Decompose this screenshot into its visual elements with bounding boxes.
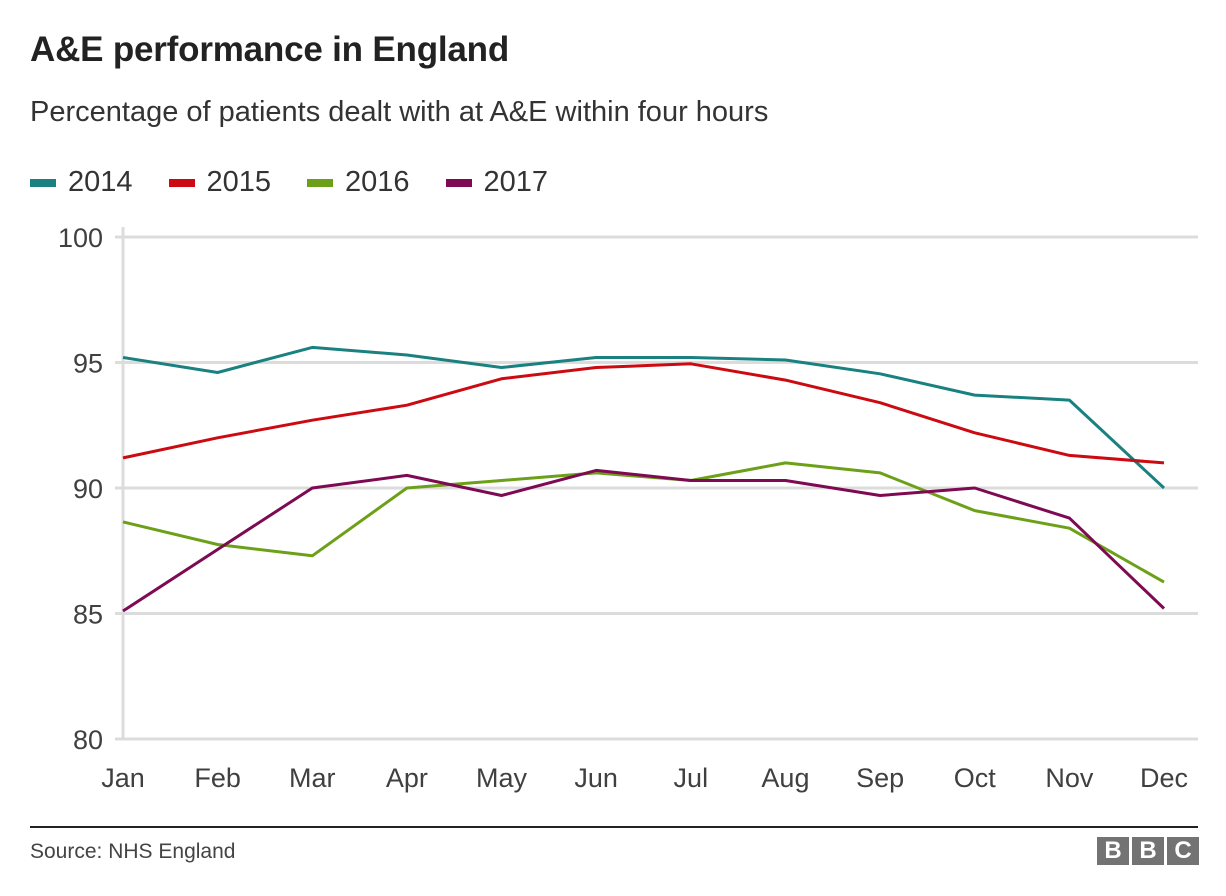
- legend: 2014 2015 2016 2017: [30, 166, 584, 199]
- data-point-2014-Feb: [216, 371, 219, 374]
- data-point-2015-Nov: [1068, 454, 1071, 457]
- y-tick-label: 100: [58, 223, 103, 253]
- legend-label-2015: 2015: [206, 166, 272, 198]
- legend-swatch-2015: [168, 178, 195, 187]
- data-point-2016-Feb: [216, 543, 219, 546]
- data-point-2014-Apr: [405, 353, 408, 356]
- data-point-2014-Sep: [879, 372, 882, 375]
- legend-label-2016: 2016: [345, 166, 410, 198]
- data-point-2014-Aug: [784, 358, 787, 361]
- data-point-2017-Jul: [689, 479, 692, 482]
- data-point-2014-Dec: [1163, 487, 1166, 490]
- legend-swatch-2014: [30, 178, 56, 187]
- data-point-2014-Nov: [1068, 399, 1071, 402]
- x-tick-label: Jun: [574, 763, 618, 793]
- x-tick-label: Sep: [856, 763, 904, 793]
- data-point-2015-Dec: [1163, 461, 1166, 464]
- data-point-2017-May: [500, 494, 503, 497]
- data-point-2017-Jun: [595, 469, 598, 472]
- bbc-logo-letter: C: [1167, 837, 1199, 865]
- data-point-2017-Jan: [122, 609, 125, 612]
- data-point-2015-Aug: [784, 379, 787, 382]
- x-tick-label: May: [476, 763, 528, 793]
- x-tick-label: Nov: [1045, 763, 1094, 793]
- data-point-2015-Jun: [595, 366, 598, 369]
- legend-item-2016: 2016: [307, 166, 410, 199]
- data-point-2016-Oct: [973, 509, 976, 512]
- bbc-logo-letter: B: [1097, 837, 1129, 865]
- legend-label-2017: 2017: [483, 166, 549, 198]
- data-point-2015-May: [500, 377, 503, 380]
- data-point-2017-Dec: [1163, 607, 1166, 610]
- x-tick-label: Aug: [761, 763, 809, 793]
- y-axis-ticks: 100 95 90 85 80: [58, 223, 103, 755]
- data-point-2014-Mar: [311, 346, 314, 349]
- data-point-2016-Dec: [1163, 581, 1166, 584]
- data-point-2017-Mar: [311, 487, 314, 490]
- legend-swatch-2016: [307, 178, 334, 187]
- legend-item-2015: 2015: [168, 166, 272, 199]
- x-tick-label: Dec: [1140, 763, 1188, 793]
- data-point-2016-Mar: [311, 554, 314, 557]
- line-chart: 100 95 90 85 80 Jan Feb Mar Apr May Jun Jul Aug Sep O…: [58, 223, 1198, 793]
- data-point-2016-Sep: [879, 471, 882, 474]
- data-point-2016-Jan: [122, 520, 125, 523]
- legend-item-2014: 2014: [30, 166, 133, 199]
- data-point-2016-Nov: [1068, 527, 1071, 530]
- data-point-2017-Feb: [216, 548, 219, 551]
- legend-label-2014: 2014: [68, 166, 133, 198]
- series-line-2017: [122, 468, 1166, 613]
- y-tick-label: 90: [73, 474, 103, 504]
- data-point-2014-Oct: [973, 394, 976, 397]
- data-point-2014-May: [500, 366, 503, 369]
- data-point-2015-Feb: [216, 436, 219, 439]
- data-point-2014-Jun: [595, 356, 598, 359]
- x-tick-label: Oct: [954, 763, 997, 793]
- x-tick-label: Jan: [101, 763, 145, 793]
- data-point-2016-Apr: [405, 487, 408, 490]
- data-point-2014-Jan: [122, 356, 125, 359]
- data-point-2017-Sep: [879, 494, 882, 497]
- data-point-2016-May: [500, 479, 503, 482]
- bbc-logo: B B C: [1097, 837, 1199, 865]
- footer-divider: [30, 826, 1198, 828]
- data-point-2014-Jul: [689, 356, 692, 359]
- data-point-2016-Aug: [784, 461, 787, 464]
- x-tick-label: Jul: [674, 763, 709, 793]
- series-line-2014: [122, 345, 1166, 490]
- source-note: Source: NHS England: [30, 840, 236, 863]
- x-tick-label: Mar: [289, 763, 336, 793]
- data-point-2017-Aug: [784, 479, 787, 482]
- data-point-2017-Nov: [1068, 517, 1071, 520]
- legend-item-2017: 2017: [445, 166, 549, 199]
- data-point-2015-Jul: [689, 362, 692, 365]
- data-point-2015-Apr: [405, 404, 408, 407]
- x-tick-label: Feb: [194, 763, 241, 793]
- bbc-logo-letter: B: [1132, 837, 1164, 865]
- data-point-2015-Mar: [311, 419, 314, 422]
- x-axis-ticks: Jan Feb Mar Apr May Jun Jul Aug Sep Oct Nov Dec: [101, 763, 1188, 793]
- chart-subtitle: Percentage of patients dealt with at A&E…: [30, 96, 769, 128]
- gridlines: [115, 227, 1198, 741]
- y-tick-label: 80: [73, 725, 103, 755]
- chart-title: A&E performance in England: [30, 30, 510, 69]
- data-point-2015-Jan: [122, 456, 125, 459]
- y-tick-label: 95: [73, 349, 103, 379]
- data-point-2015-Sep: [879, 401, 882, 404]
- x-tick-label: Apr: [386, 763, 428, 793]
- series-line-2015: [122, 362, 1165, 465]
- y-tick-label: 85: [73, 600, 103, 630]
- series-lines: [122, 345, 1166, 613]
- series-line-2016: [122, 461, 1165, 584]
- data-point-2017-Apr: [405, 474, 408, 477]
- data-point-2017-Oct: [973, 487, 976, 490]
- data-point-2015-Oct: [973, 431, 976, 434]
- legend-swatch-2017: [445, 178, 472, 187]
